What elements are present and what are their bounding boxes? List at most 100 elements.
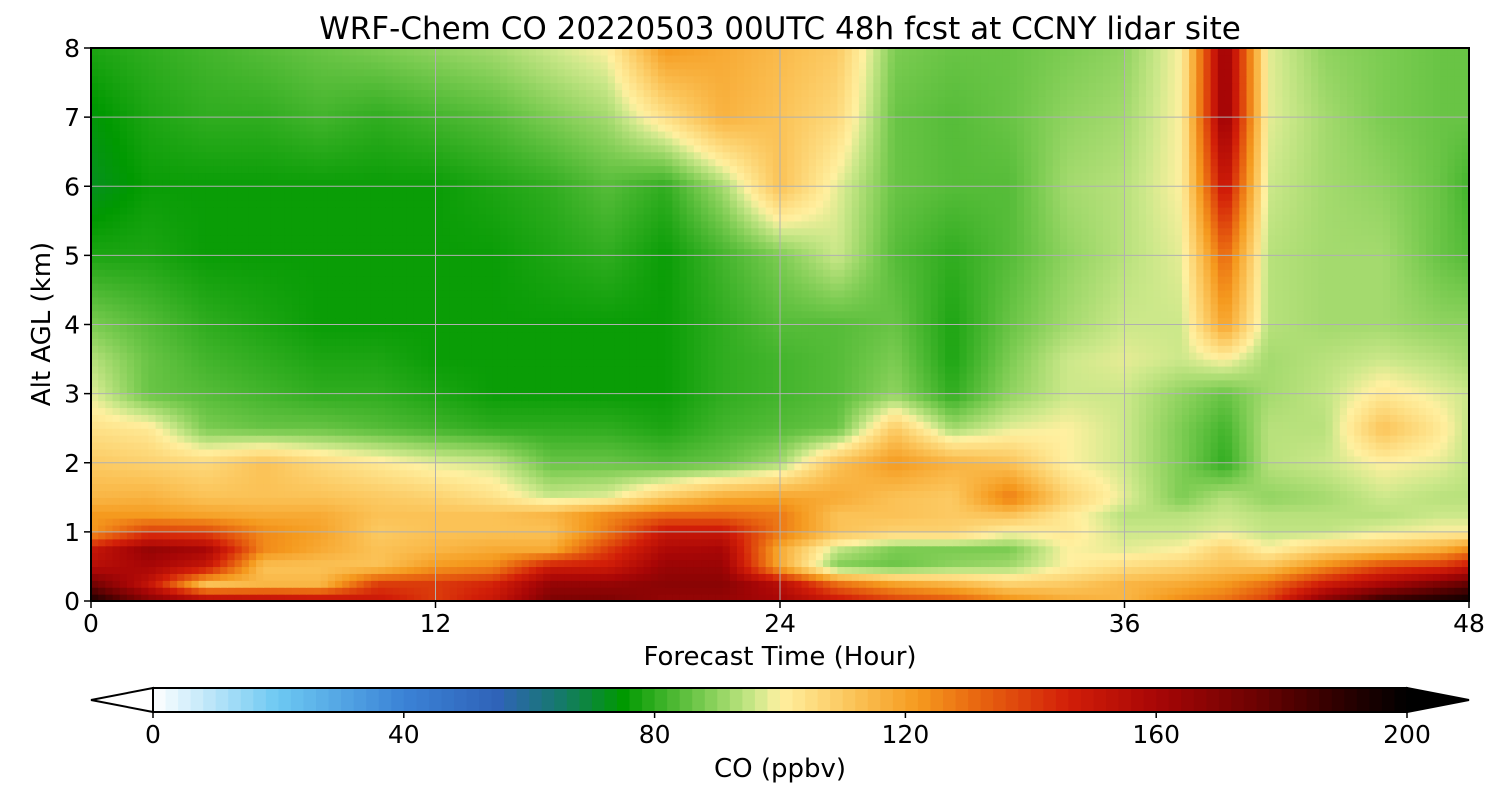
field-cell	[550, 594, 559, 601]
field-cell	[421, 511, 429, 519]
field-cell	[213, 455, 221, 464]
field-cell	[708, 545, 717, 554]
field-cell	[959, 469, 968, 478]
field-cell	[1031, 497, 1039, 505]
field-cell	[1110, 435, 1118, 443]
field-cell	[464, 538, 472, 547]
field-cell	[772, 428, 781, 436]
field-cell	[607, 559, 616, 568]
field-cell	[1081, 421, 1090, 429]
field-cell	[787, 545, 795, 554]
field-cell	[736, 483, 745, 491]
field-cell	[579, 469, 587, 478]
field-cell	[385, 594, 394, 601]
field-cell	[1024, 435, 1032, 443]
field-cell	[1433, 518, 1441, 526]
field-cell	[356, 511, 365, 519]
field-cell	[342, 483, 350, 491]
field-cell	[622, 435, 630, 443]
field-cell	[1260, 483, 1269, 491]
field-cell	[471, 518, 480, 526]
field-cell	[449, 518, 458, 526]
field-cell	[643, 587, 652, 595]
field-cell	[370, 552, 379, 561]
field-cell	[586, 524, 594, 533]
field-cell	[600, 476, 609, 485]
field-cell	[313, 587, 322, 595]
field-cell	[1325, 511, 1334, 519]
field-cell	[1375, 490, 1384, 498]
field-cell	[980, 421, 989, 429]
field-cell	[141, 552, 150, 561]
field-cell	[134, 448, 142, 457]
field-cell	[134, 455, 142, 464]
field-cell	[679, 518, 688, 526]
field-cell	[1074, 421, 1083, 429]
field-cell	[457, 531, 465, 540]
field-cell	[1009, 552, 1018, 561]
field-cell	[1031, 476, 1039, 485]
field-cell	[657, 580, 666, 588]
field-cell	[679, 587, 688, 595]
field-cell	[1174, 531, 1183, 540]
field-cell	[112, 469, 121, 478]
field-cell	[1368, 462, 1377, 471]
field-cell	[1332, 594, 1341, 601]
field-cell	[1397, 594, 1406, 601]
field-cell	[220, 442, 228, 450]
field-cell	[464, 587, 472, 595]
field-cell	[916, 462, 925, 471]
field-cell	[1461, 448, 1469, 457]
field-cell	[988, 594, 996, 601]
field-cell	[780, 511, 788, 519]
field-cell	[184, 580, 193, 588]
field-cell	[492, 490, 501, 498]
field-cell	[263, 462, 272, 471]
field-cell	[105, 531, 114, 540]
field-cell	[126, 476, 135, 485]
field-cell	[1189, 504, 1197, 512]
field-cell	[1002, 580, 1011, 588]
field-cell	[780, 518, 788, 526]
field-cell	[112, 566, 121, 574]
field-cell	[1160, 448, 1169, 457]
field-cell	[1303, 559, 1312, 568]
field-cell	[1110, 448, 1118, 457]
field-cell	[887, 573, 896, 581]
field-cell	[1203, 566, 1212, 574]
field-cell	[428, 552, 437, 561]
field-cell	[169, 552, 178, 561]
field-cell	[945, 442, 953, 450]
field-cell	[579, 518, 587, 526]
field-cell	[1232, 455, 1240, 464]
field-cell	[91, 497, 99, 505]
field-cell	[335, 462, 343, 471]
field-cell	[327, 442, 336, 450]
field-cell	[248, 538, 257, 547]
field-cell	[1332, 469, 1341, 478]
field-cell	[1095, 455, 1104, 464]
field-cell	[213, 490, 221, 498]
field-cell	[571, 435, 580, 443]
field-cell	[966, 573, 975, 581]
field-cell	[349, 483, 358, 491]
field-cell	[1418, 518, 1427, 526]
field-cell	[1059, 483, 1068, 491]
field-cell	[1210, 469, 1219, 478]
field-cell	[1217, 435, 1226, 443]
field-cell	[543, 448, 551, 457]
field-cell	[1074, 490, 1083, 498]
field-cell	[636, 524, 645, 533]
field-cell	[1318, 442, 1327, 450]
field-cell	[399, 545, 408, 554]
field-cell	[1260, 573, 1269, 581]
field-cell	[1203, 594, 1212, 601]
field-cell	[492, 428, 501, 436]
field-cell	[550, 469, 559, 478]
field-cell	[385, 442, 394, 450]
field-cell	[356, 518, 365, 526]
field-cell	[1117, 469, 1126, 478]
field-cell	[1303, 545, 1312, 554]
field-cell	[1031, 545, 1039, 554]
field-cell	[327, 531, 336, 540]
